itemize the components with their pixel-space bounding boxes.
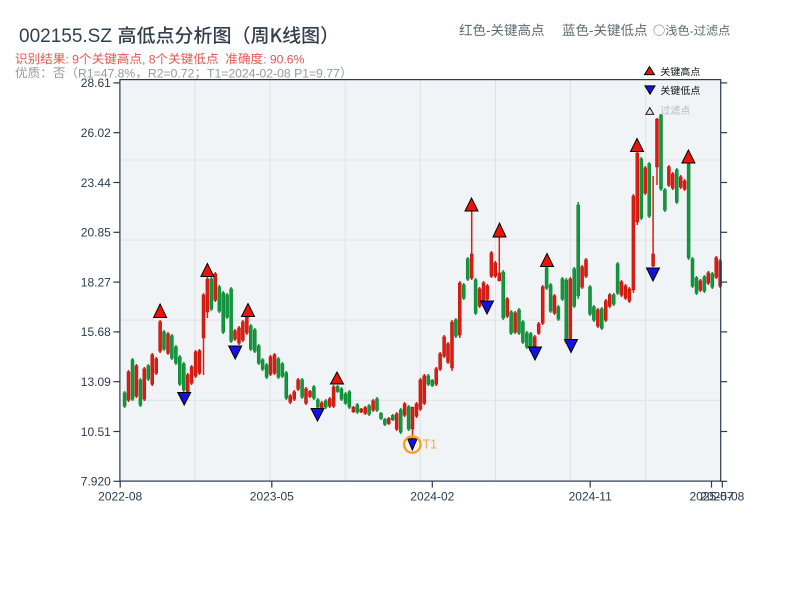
svg-text:, 8: , 8 <box>142 52 156 66</box>
svg-text:R2=0.72: R2=0.72 <box>148 66 195 80</box>
svg-text:R1=47.8%: R1=47.8% <box>78 66 135 80</box>
svg-text:23.44: 23.44 <box>81 176 111 190</box>
svg-text:2025-08: 2025-08 <box>700 489 744 503</box>
svg-text:: 9: : 9 <box>65 52 79 66</box>
svg-text:T1=2024-02-08 P1=9.77: T1=2024-02-08 P1=9.77 <box>207 66 340 80</box>
svg-text:: 90.6%: : 90.6% <box>263 52 304 66</box>
svg-text:2024-02: 2024-02 <box>410 489 454 503</box>
svg-text:-: - <box>690 24 694 38</box>
svg-text:-: - <box>486 23 491 38</box>
svg-text:T1: T1 <box>423 438 438 452</box>
svg-text:7.920: 7.920 <box>81 475 111 489</box>
svg-text:20.85: 20.85 <box>81 226 111 240</box>
svg-text:10.51: 10.51 <box>81 425 111 439</box>
svg-text:2022-08: 2022-08 <box>98 489 142 503</box>
svg-text:2023-05: 2023-05 <box>250 489 294 503</box>
svg-text:28.61: 28.61 <box>81 76 111 90</box>
svg-text:13.09: 13.09 <box>81 375 111 389</box>
svg-text:2025-07: 2025-07 <box>689 489 733 503</box>
svg-text:002155.SZ: 002155.SZ <box>19 26 112 47</box>
svg-text:2024-11: 2024-11 <box>569 489 612 503</box>
svg-text:26.02: 26.02 <box>81 126 111 140</box>
svg-text:18.27: 18.27 <box>81 275 111 289</box>
svg-text:-: - <box>589 23 594 38</box>
svg-text:15.68: 15.68 <box>81 325 111 339</box>
